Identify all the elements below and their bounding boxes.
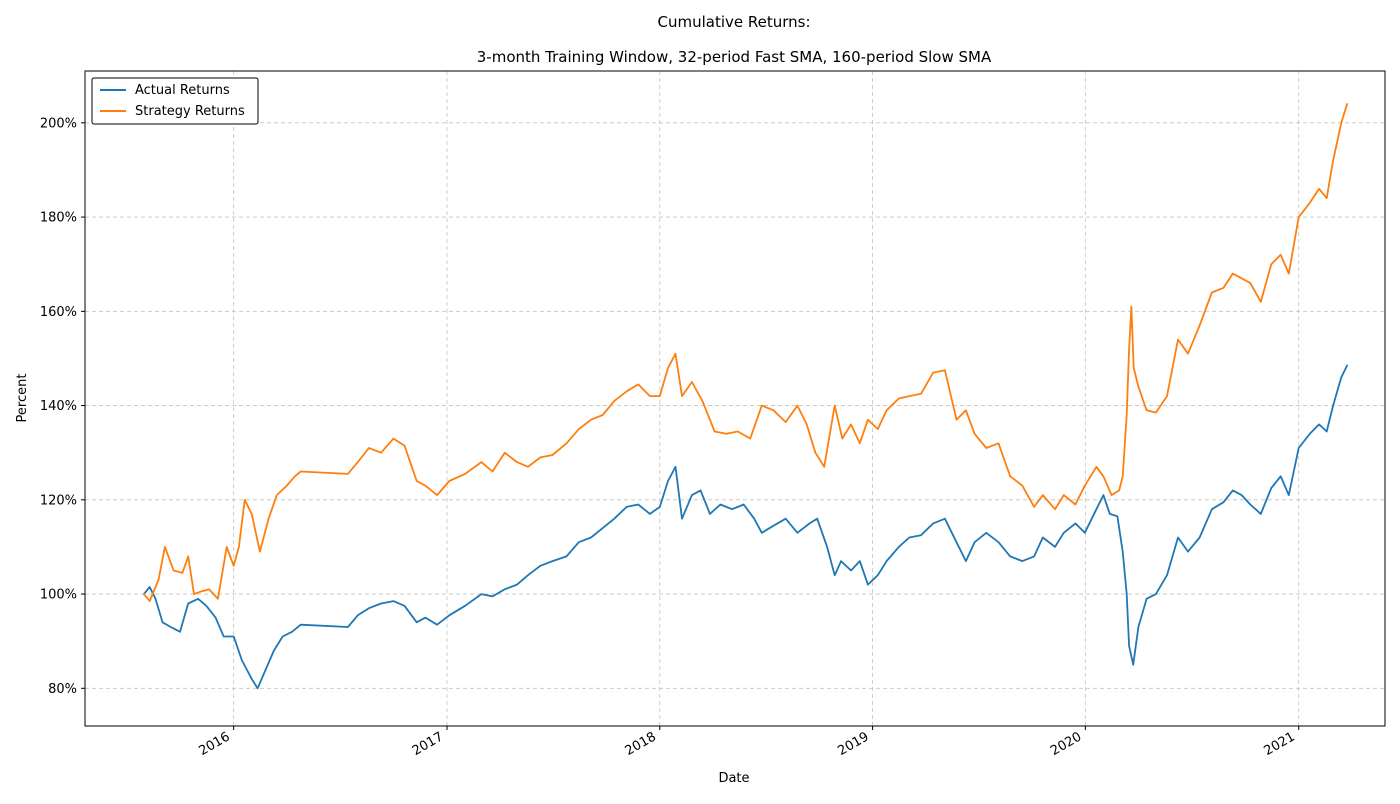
y-axis-label: Percent — [15, 374, 30, 423]
legend: Actual Returns Strategy Returns — [91, 77, 259, 125]
y-tick-label: 120% — [40, 493, 77, 508]
x-tick-label: 2017 — [410, 729, 446, 759]
y-tick-label: 180% — [40, 211, 77, 226]
y-tick-label: 100% — [40, 588, 77, 603]
y-tick-label: 160% — [40, 305, 77, 320]
y-tick-label: 200% — [40, 116, 77, 131]
series-line-actual-returns — [142, 364, 1348, 690]
series-layer — [142, 103, 1348, 690]
legend-box — [91, 77, 259, 125]
x-tick-label: 2020 — [1048, 729, 1084, 759]
y-axis-ticks: 80% 100% 120% 140% 160% 180% 200% — [40, 116, 85, 697]
legend-label-strategy-returns: Strategy Returns — [135, 104, 245, 119]
x-tick-label: 2021 — [1262, 729, 1298, 759]
legend-label-actual-returns: Actual Returns — [135, 83, 230, 98]
plot-frame — [84, 70, 1386, 727]
y-tick-label: 140% — [40, 399, 77, 414]
x-axis-label: Date — [718, 771, 749, 786]
chart-subtitle: 3-month Training Window, 32-period Fast … — [477, 48, 992, 66]
x-tick-label: 2019 — [835, 729, 871, 759]
y-tick-label: 80% — [48, 682, 77, 697]
chart-title: Cumulative Returns: — [657, 13, 810, 31]
x-tick-label: 2018 — [623, 729, 659, 759]
x-tick-label: 2016 — [196, 729, 232, 759]
grid-layer — [85, 71, 1385, 726]
series-line-strategy-returns — [142, 103, 1348, 602]
x-axis-ticks: 2016 2017 2018 2019 2020 2021 — [196, 726, 1300, 759]
